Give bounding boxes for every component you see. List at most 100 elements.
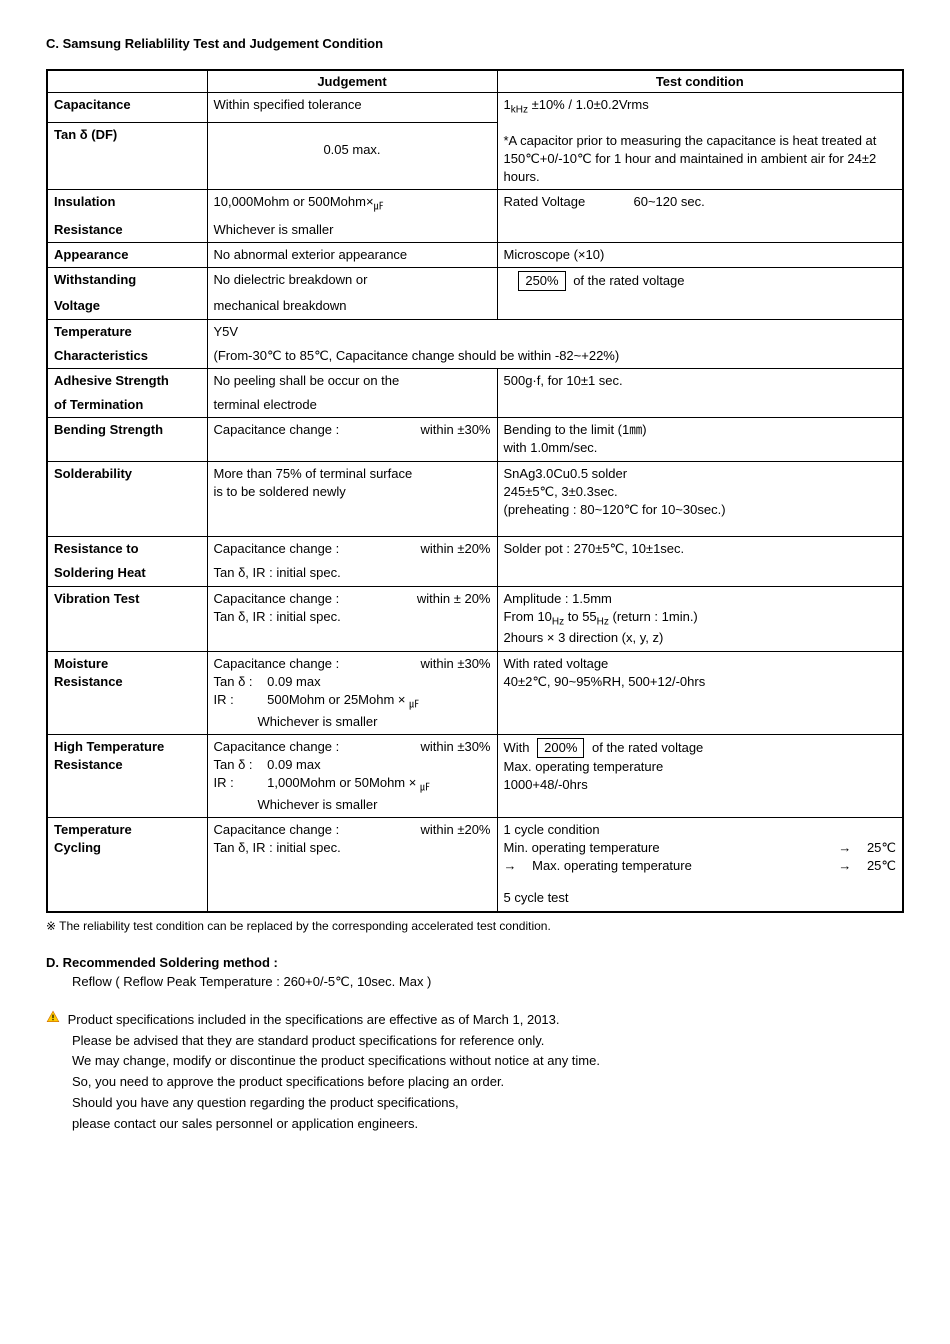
ht-c3: 1000+48/-0hrs (504, 776, 897, 794)
notice-line5: Should you have any question regarding t… (72, 1093, 904, 1114)
row-withstanding: Withstanding No dielectric breakdown or … (47, 268, 903, 295)
tan-delta-label: Tan δ (DF) (47, 123, 207, 190)
ht-j3-right-pre: 1,000Mohm or 50Mohm × (267, 775, 420, 790)
bending-judgement: Capacitance change : within ±30% (207, 418, 497, 461)
bending-j-right: within ±30% (420, 421, 490, 439)
withstanding-condition: 250% of the rated voltage (497, 268, 903, 295)
solderability-condition: SnAg3.0Cu0.5 solder 245±5℃, 3±0.3sec. (p… (497, 461, 903, 537)
solderability-judgement: More than 75% of terminal surface is to … (207, 461, 497, 537)
moist-j3-unit: ㎌ (409, 700, 419, 711)
section-d-title: D. Recommended Soldering method : (46, 955, 904, 970)
withstanding-label1: Withstanding (47, 268, 207, 295)
insul-cond-label: Rated Voltage (504, 193, 634, 211)
withstanding-suffix: of the rated voltage (570, 273, 685, 288)
row-solderability: Solderability More than 75% of terminal … (47, 461, 903, 537)
vib-c2-hz1: Hz (552, 616, 564, 627)
row-vibration: Vibration Test Capacitance change : with… (47, 586, 903, 651)
tc-c4: 5 cycle test (504, 889, 897, 907)
rs-j1-right: within ±20% (420, 540, 490, 558)
moist-label2: Resistance (54, 673, 201, 691)
solder-c2: 245±5℃, 3±0.3sec. (504, 483, 897, 501)
temp-cycling-label: Temperature Cycling (47, 817, 207, 911)
row-withstanding-2: Voltage mechanical breakdown (47, 294, 903, 319)
temp-cycling-judgement: Capacitance change : within ±20% Tan δ, … (207, 817, 497, 911)
insulation-condition: Rated Voltage60~120 sec. (497, 190, 903, 218)
rs-j1-left: Capacitance change : (214, 540, 340, 558)
vib-c1: Amplitude : 1.5mm (504, 590, 897, 608)
notice-line3: We may change, modify or discontinue the… (72, 1051, 904, 1072)
row-appearance: Appearance No abnormal exterior appearan… (47, 242, 903, 267)
solder-j1: More than 75% of terminal surface (214, 465, 491, 483)
row-bending: Bending Strength Capacitance change : wi… (47, 418, 903, 461)
tc-c1: 1 cycle condition (504, 821, 897, 839)
warning-icon (46, 1010, 60, 1031)
resist-solder-label1: Resistance to (47, 537, 207, 562)
tc-j2: Tan δ, IR : initial spec. (214, 839, 491, 857)
ht-j1-left: Capacitance change : (214, 738, 340, 756)
resist-solder-j1: Capacitance change : within ±20% (207, 537, 497, 562)
row-resist-solder: Resistance to Capacitance change : withi… (47, 537, 903, 562)
temp-char-label2: Characteristics (47, 344, 207, 369)
bending-label: Bending Strength (47, 418, 207, 461)
appearance-judgement: No abnormal exterior appearance (207, 242, 497, 267)
vib-j1-right: within ± 20% (417, 590, 491, 608)
header-test-condition: Test condition (497, 70, 903, 93)
ht-j3-left: IR : (214, 774, 264, 792)
insulation-judgement2: Whichever is smaller (207, 218, 497, 243)
spec-table: Judgement Test condition Capacitance Wit… (46, 69, 904, 913)
withstanding-judgement1: No dielectric breakdown or (207, 268, 497, 295)
ht-j1-right: within ±30% (420, 738, 490, 756)
adhesive-label1: Adhesive Strength (47, 368, 207, 393)
moisture-label: Moisture Resistance (47, 651, 207, 734)
moist-j3-right-pre: 500Mohm or 25Mohm × (267, 692, 409, 707)
temp-cycling-condition: 1 cycle condition Min. operating tempera… (497, 817, 903, 911)
resist-solder-label2: Soldering Heat (47, 561, 207, 586)
ht-c1-post: of the rated voltage (588, 740, 703, 755)
adhesive-condition-2 (497, 393, 903, 418)
solder-j2: is to be soldered newly (214, 483, 491, 501)
insul-j1-pre: 10,000Mohm or 500Mohm× (214, 194, 374, 209)
appearance-condition: Microscope (×10) (497, 242, 903, 267)
adhesive-judgement1: No peeling shall be occur on the (207, 368, 497, 393)
vib-c2-hz2: Hz (597, 616, 609, 627)
row-adhesive-2: of Termination terminal electrode (47, 393, 903, 418)
tc-c2-left: Min. operating temperature (504, 839, 660, 857)
moist-c2: 40±2℃, 90~95%RH, 500+12/-0hrs (504, 673, 897, 691)
moist-j2-left: Tan δ : (214, 673, 264, 691)
ht-j2-left: Tan δ : (214, 756, 264, 774)
tc-label1: Temperature (54, 821, 201, 839)
tan-delta-judgement: 0.05 max. (207, 123, 497, 190)
row-temp-char: Temperature Y5V (47, 319, 903, 344)
vib-c2-post: (return : 1min.) (609, 609, 698, 624)
tc-c3-arrow1: → (504, 857, 517, 875)
cap-cond-suffix: ±10% / 1.0±0.2Vrms (528, 97, 649, 112)
vibration-label: Vibration Test (47, 586, 207, 651)
row-resist-solder-2: Soldering Heat Tan δ, IR : initial spec. (47, 561, 903, 586)
ht-c1-box: 200% (537, 738, 584, 758)
capacitance-condition: 1kHz ±10% / 1.0±0.2Vrms *A capacitor pri… (497, 93, 903, 190)
withstanding-condition-2 (497, 294, 903, 319)
ht-c2: Max. operating temperature (504, 758, 897, 776)
row-capacitance: Capacitance Within specified tolerance 1… (47, 93, 903, 123)
moisture-condition: With rated voltage 40±2℃, 90~95%RH, 500+… (497, 651, 903, 734)
insulation-label1: Insulation (47, 190, 207, 218)
notice-block: Product specifications included in the s… (46, 1010, 904, 1135)
section-c-title: C. Samsung Reliablility Test and Judgeme… (46, 36, 904, 51)
solderability-label: Solderability (47, 461, 207, 537)
vib-j1-left: Capacitance change : (214, 590, 340, 608)
temp-char-value2: (From-30℃ to 85℃, Capacitance change sho… (207, 344, 903, 369)
notice-line6: please contact our sales personnel or ap… (72, 1114, 904, 1135)
capacitance-label: Capacitance (47, 93, 207, 123)
vib-c3: 2hours × 3 direction (x, y, z) (504, 629, 897, 647)
temp-char-value1: Y5V (207, 319, 903, 344)
vib-c2-pre: From 10 (504, 609, 552, 624)
ht-label1: High Temperature (54, 738, 201, 756)
notice-line2: Please be advised that they are standard… (72, 1031, 904, 1052)
moisture-judgement: Capacitance change : within ±30% Tan δ :… (207, 651, 497, 734)
header-judgement: Judgement (207, 70, 497, 93)
vib-j2: Tan δ, IR : initial spec. (214, 608, 491, 626)
appearance-label: Appearance (47, 242, 207, 267)
high-temp-judgement: Capacitance change : within ±30% Tan δ :… (207, 734, 497, 817)
high-temp-condition: With 200% of the rated voltage Max. oper… (497, 734, 903, 817)
row-temp-cycling: Temperature Cycling Capacitance change :… (47, 817, 903, 911)
